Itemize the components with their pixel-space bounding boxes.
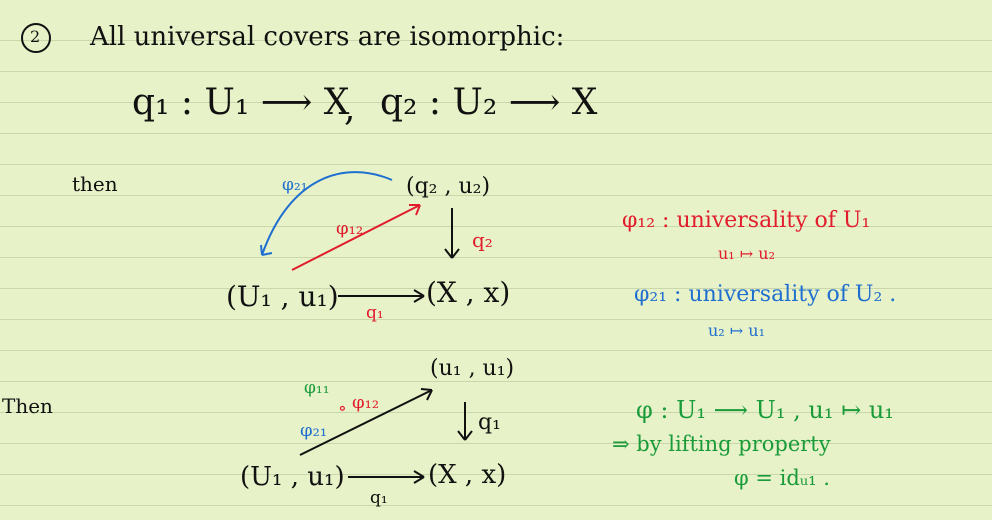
section1-label: then bbox=[72, 172, 118, 196]
note-u1-maps-u2: u₁ ↦ u₂ bbox=[718, 244, 776, 263]
phi11-label: φ₁₁ bbox=[304, 378, 330, 398]
q1-vertical-label: q₁ bbox=[478, 410, 501, 435]
q1-horizontal-arrowhead-2 bbox=[413, 470, 425, 484]
phi12-arrowhead bbox=[409, 204, 421, 216]
phi21-arrowhead bbox=[260, 244, 273, 256]
diagram2-right-node: (X , x) bbox=[428, 460, 507, 490]
composite-diagonal-arrowhead bbox=[420, 388, 433, 401]
map-q2: q₂ : U₂ ⟶ X bbox=[380, 82, 598, 123]
map-separator: , bbox=[344, 88, 356, 129]
phi12-label-2: φ₁₂ bbox=[352, 392, 380, 413]
phi21-label: φ₂₁ bbox=[282, 175, 308, 195]
diagram2-top-node: (u₁ , u₁) bbox=[430, 356, 515, 381]
phi12-arrow bbox=[291, 204, 421, 271]
q1-vertical-arrowhead-2 bbox=[457, 430, 473, 441]
q2-vertical-arrowhead bbox=[444, 248, 460, 259]
note-lifting-property: ⇒ by lifting property bbox=[612, 432, 831, 456]
q1-label: q₁ bbox=[366, 303, 384, 323]
diagram1-left-node: (U₁ , u₁) bbox=[226, 280, 339, 313]
map-q1: q₁ : U₁ ⟶ X bbox=[132, 82, 350, 123]
phi12-label: φ₁₂ bbox=[336, 218, 364, 239]
note-phi-identity: φ = idᵤ₁ . bbox=[734, 466, 830, 490]
composite-diagonal-arrow bbox=[299, 389, 433, 456]
q1-horizontal-arrowhead bbox=[413, 289, 425, 303]
note-phi-map: φ : U₁ ⟶ U₁ , u₁ ↦ u₁ bbox=[636, 396, 894, 424]
q1-bottom-label: q₁ bbox=[370, 488, 388, 508]
diagram1-top-node: (q₂ , u₂) bbox=[406, 174, 491, 199]
q2-label: q₂ bbox=[472, 228, 493, 252]
note-phi12-universality: φ₁₂ : universality of U₁ bbox=[622, 208, 871, 233]
phi21-label-2: φ₂₁ bbox=[300, 420, 328, 441]
heading-number-circle bbox=[21, 23, 51, 53]
section2-label: Then bbox=[2, 394, 53, 418]
diagram2-left-node: (U₁ , u₁) bbox=[240, 462, 345, 492]
note-u2-maps-u1: u₂ ↦ u₁ bbox=[708, 321, 766, 340]
heading-number: 2 bbox=[30, 27, 41, 46]
diagram1-right-node: (X , x) bbox=[426, 276, 511, 309]
note-phi21-universality: φ₂₁ : universality of U₂ . bbox=[634, 282, 897, 307]
heading-text: All universal covers are isomorphic: bbox=[90, 22, 565, 52]
compose-dot: ∘ bbox=[338, 398, 347, 419]
phi21-arrow bbox=[261, 171, 393, 256]
